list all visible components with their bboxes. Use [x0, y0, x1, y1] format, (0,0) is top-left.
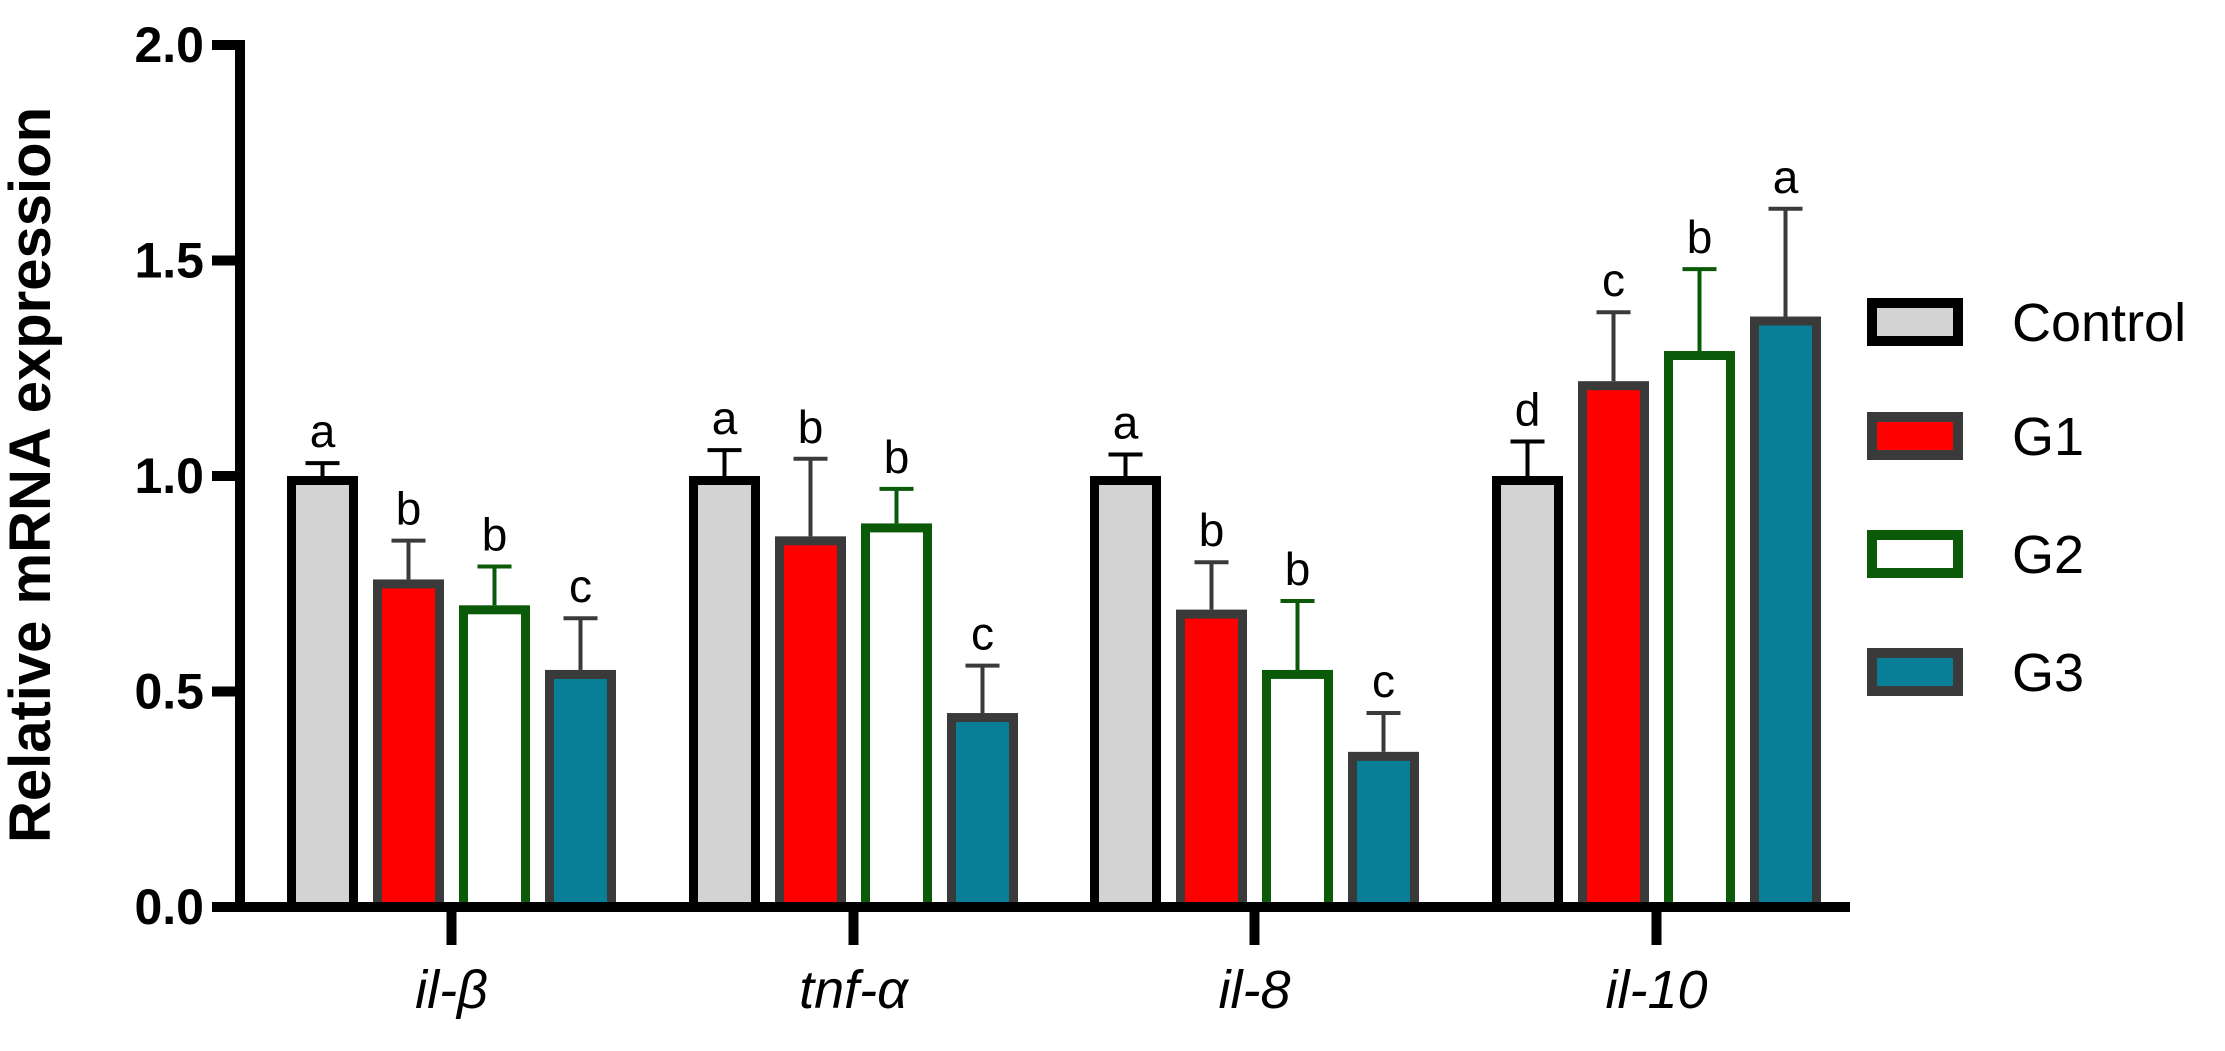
bar: [1262, 669, 1333, 912]
bar: [861, 523, 932, 912]
legend-label: Control: [2012, 293, 2186, 353]
legend-swatch-g3: [1867, 648, 1963, 696]
y-tick-label: 1.0: [134, 448, 204, 504]
bar: [1578, 381, 1649, 912]
significance-label: b: [482, 509, 508, 561]
bar: [1750, 316, 1821, 912]
x-category-label: il-β: [415, 960, 488, 1020]
bar: [1348, 751, 1419, 912]
y-tick-label: 1.5: [134, 233, 204, 289]
significance-label: b: [1687, 211, 1713, 263]
significance-label: c: [971, 608, 994, 660]
significance-label: b: [1285, 543, 1311, 595]
bar: [287, 476, 358, 912]
bar: [775, 536, 846, 912]
legend-swatch-control: [1867, 298, 1963, 346]
bar: [545, 669, 616, 912]
legend: Control G1 G2 G3: [1867, 293, 2186, 703]
significance-label: c: [569, 560, 592, 612]
bar: [947, 713, 1018, 912]
bar: [1492, 476, 1563, 912]
significance-label: a: [310, 405, 336, 457]
significance-label: b: [1199, 504, 1225, 556]
y-tick-label: 2.0: [134, 17, 204, 73]
significance-label: d: [1515, 384, 1541, 436]
significance-label: a: [712, 392, 738, 444]
x-category-label: il-10: [1605, 960, 1707, 1020]
bar: [689, 476, 760, 912]
legend-swatch-g2: [1867, 530, 1963, 578]
significance-label: a: [1113, 396, 1139, 448]
y-tick-label: 0.0: [134, 879, 204, 935]
significance-label: c: [1602, 254, 1625, 306]
legend-label: G1: [2012, 407, 2084, 467]
x-category-label: il-8: [1218, 960, 1290, 1020]
significance-label: c: [1372, 655, 1395, 707]
legend-label: G2: [2012, 525, 2084, 585]
significance-label: a: [1773, 151, 1799, 203]
x-category-label: tnf-α: [799, 960, 910, 1020]
y-axis-title: Relative mRNA expression: [0, 107, 63, 843]
significance-label: b: [884, 431, 910, 483]
bar: [459, 605, 530, 912]
bar: [1090, 476, 1161, 912]
legend-swatch-g1: [1867, 412, 1963, 460]
bar: [1664, 351, 1735, 912]
legend-label: G3: [2012, 643, 2084, 703]
plot-area: a a a d b b b c b b b b c c c a: [287, 151, 1821, 912]
significance-label: b: [798, 401, 824, 453]
axes: 0.0 0.5 1.0 1.5 2.0 il-β tnf-α il-8 il-10: [134, 17, 1850, 1020]
bar: [373, 579, 444, 912]
significance-label: b: [396, 483, 422, 535]
y-tick-label: 0.5: [134, 664, 204, 720]
bar: [1176, 609, 1247, 912]
